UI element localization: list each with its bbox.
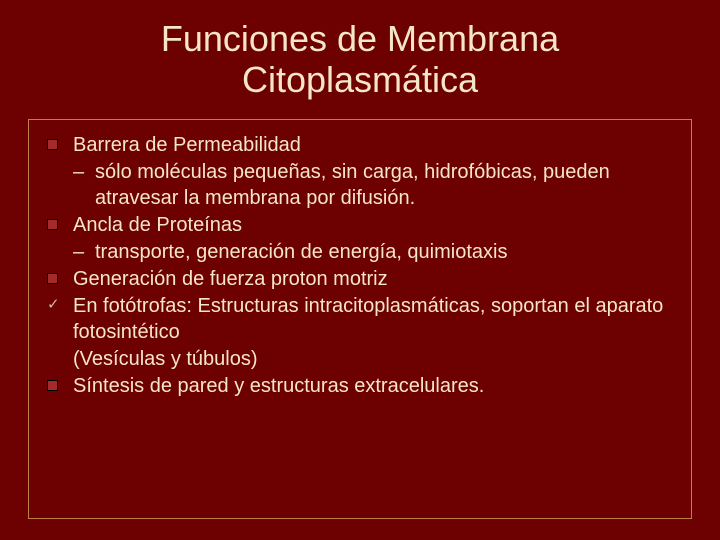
slide-title: Funciones de Membrana Citoplasmática (28, 18, 692, 101)
dash-bullet: – (73, 239, 95, 265)
paren-line: (Vesículas y túbulos) (47, 346, 673, 372)
item-text: Síntesis de pared y estructuras extracel… (73, 373, 673, 399)
list-item: ✓ En fotótrofas: Estructuras intracitopl… (47, 293, 673, 345)
item-text: Barrera de Permeabilidad (73, 132, 673, 158)
item-text: Ancla de Proteínas (73, 212, 673, 238)
sub-item: – transporte, generación de energía, qui… (47, 239, 673, 265)
sub-item: – sólo moléculas pequeñas, sin carga, hi… (47, 159, 673, 211)
title-line-1: Funciones de Membrana (161, 18, 559, 59)
sub-text: sólo moléculas pequeñas, sin carga, hidr… (95, 159, 673, 211)
title-line-2: Citoplasmática (242, 59, 478, 100)
list-item: Ancla de Proteínas (47, 212, 673, 238)
sub-text: transporte, generación de energía, quimi… (95, 239, 673, 265)
square-bullet-icon (47, 273, 58, 284)
content-box: Barrera de Permeabilidad – sólo molécula… (28, 119, 692, 519)
list-item: Síntesis de pared y estructuras extracel… (47, 373, 673, 399)
square-bullet-icon (47, 219, 58, 230)
square-bullet-icon (47, 380, 58, 391)
dash-bullet: – (73, 159, 95, 185)
list-item: Barrera de Permeabilidad (47, 132, 673, 158)
check-bullet-icon: ✓ (47, 297, 60, 312)
square-bullet-icon (47, 139, 58, 150)
item-text: En fotótrofas: Estructuras intracitoplas… (73, 293, 673, 345)
item-text: Generación de fuerza proton motriz (73, 266, 673, 292)
paren-text: (Vesículas y túbulos) (73, 346, 258, 372)
list-item: Generación de fuerza proton motriz (47, 266, 673, 292)
